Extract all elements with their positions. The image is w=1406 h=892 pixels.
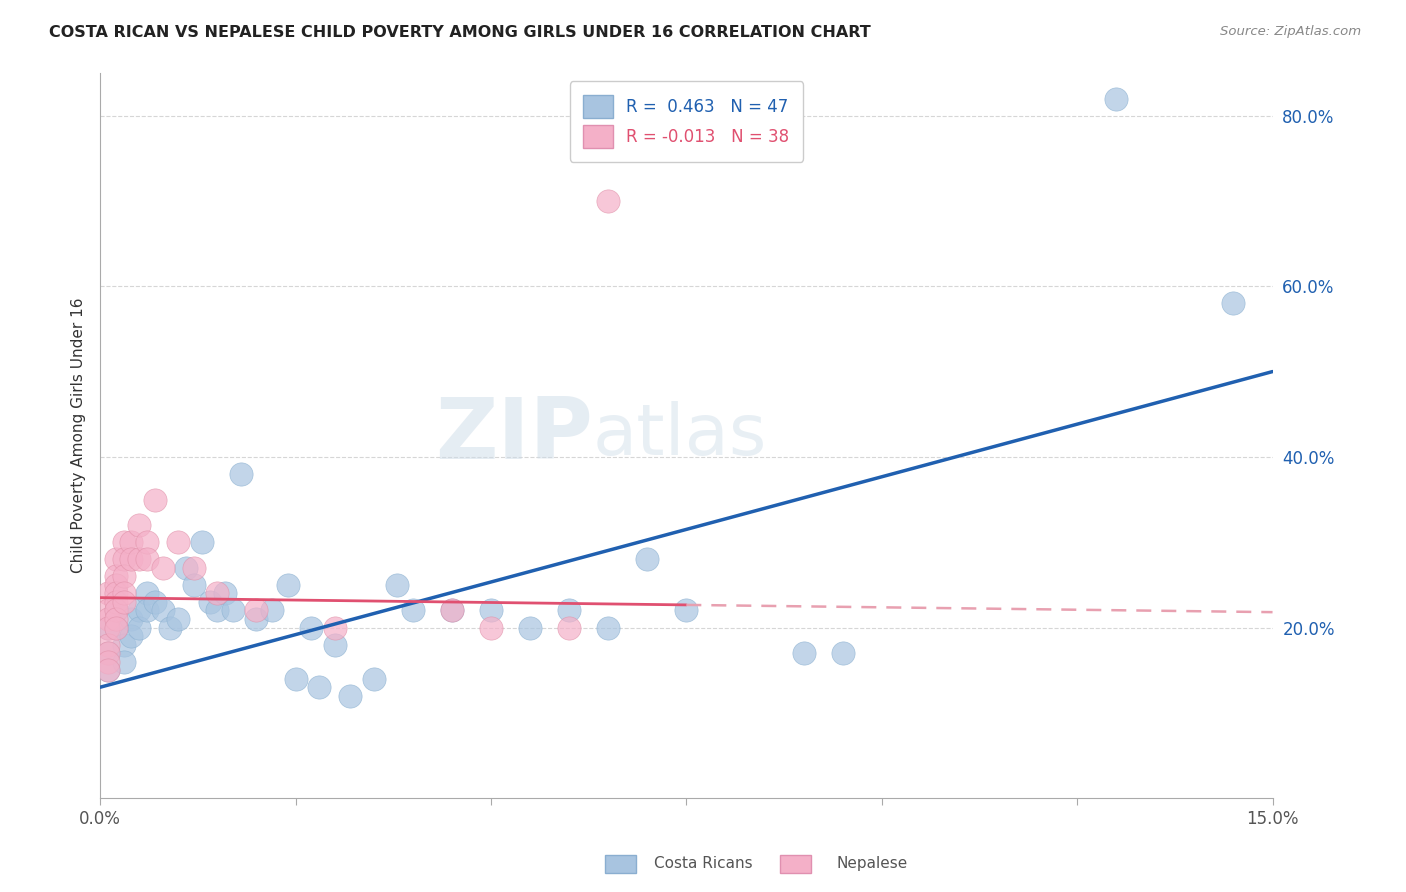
Point — [308, 680, 330, 694]
Text: Costa Ricans: Costa Ricans — [654, 856, 752, 871]
Point — [97, 663, 120, 677]
Point — [136, 535, 159, 549]
Point — [339, 689, 361, 703]
Point — [558, 603, 581, 617]
Point — [104, 620, 127, 634]
Point — [363, 672, 385, 686]
Point — [479, 603, 502, 617]
Point — [385, 578, 408, 592]
Point — [636, 552, 658, 566]
Point — [207, 586, 229, 600]
Point — [104, 620, 127, 634]
Point — [112, 552, 135, 566]
Point — [136, 603, 159, 617]
Point — [97, 638, 120, 652]
Point — [262, 603, 284, 617]
Point — [479, 620, 502, 634]
Point — [128, 620, 150, 634]
Point — [519, 620, 541, 634]
Point — [143, 595, 166, 609]
Point — [97, 620, 120, 634]
Point — [128, 552, 150, 566]
Point — [97, 655, 120, 669]
Point — [793, 646, 815, 660]
Point — [245, 603, 267, 617]
Point — [152, 603, 174, 617]
Point — [120, 535, 142, 549]
Point — [112, 655, 135, 669]
Point — [323, 638, 346, 652]
Text: Nepalese: Nepalese — [837, 856, 907, 871]
Text: Source: ZipAtlas.com: Source: ZipAtlas.com — [1220, 25, 1361, 38]
Point — [159, 620, 181, 634]
Point — [136, 586, 159, 600]
Point — [128, 603, 150, 617]
Point — [120, 629, 142, 643]
Point — [104, 552, 127, 566]
Point — [97, 603, 120, 617]
Point — [104, 586, 127, 600]
Point — [104, 603, 127, 617]
Point — [104, 569, 127, 583]
Point — [167, 612, 190, 626]
Point — [277, 578, 299, 592]
Y-axis label: Child Poverty Among Girls Under 16: Child Poverty Among Girls Under 16 — [72, 298, 86, 574]
Point — [402, 603, 425, 617]
Point — [112, 586, 135, 600]
Point — [112, 595, 135, 609]
Point — [183, 561, 205, 575]
Point — [112, 535, 135, 549]
Point — [136, 552, 159, 566]
Text: ZIP: ZIP — [434, 394, 592, 477]
Point — [198, 595, 221, 609]
Point — [558, 620, 581, 634]
Point — [120, 612, 142, 626]
Point — [104, 612, 127, 626]
Point — [245, 612, 267, 626]
Point — [104, 603, 127, 617]
Point — [97, 646, 120, 660]
Point — [174, 561, 197, 575]
Legend: R =  0.463   N = 47, R = -0.013   N = 38: R = 0.463 N = 47, R = -0.013 N = 38 — [569, 81, 803, 161]
Point — [1105, 92, 1128, 106]
Point — [120, 552, 142, 566]
Point — [143, 492, 166, 507]
Point — [214, 586, 236, 600]
Point — [299, 620, 322, 634]
Point — [104, 578, 127, 592]
Point — [207, 603, 229, 617]
Point — [323, 620, 346, 634]
Point — [128, 518, 150, 533]
Point — [831, 646, 853, 660]
Point — [112, 638, 135, 652]
Point — [598, 620, 620, 634]
Point — [675, 603, 697, 617]
Point — [97, 646, 120, 660]
Point — [229, 467, 252, 481]
Point — [104, 595, 127, 609]
Text: atlas: atlas — [592, 401, 766, 470]
Point — [97, 620, 120, 634]
Point — [598, 194, 620, 208]
Point — [440, 603, 463, 617]
Point — [167, 535, 190, 549]
Point — [97, 586, 120, 600]
Text: COSTA RICAN VS NEPALESE CHILD POVERTY AMONG GIRLS UNDER 16 CORRELATION CHART: COSTA RICAN VS NEPALESE CHILD POVERTY AM… — [49, 25, 870, 40]
Point — [183, 578, 205, 592]
Point — [97, 612, 120, 626]
Point — [1222, 296, 1244, 310]
Point — [97, 663, 120, 677]
Point — [440, 603, 463, 617]
Point — [190, 535, 212, 549]
Point — [222, 603, 245, 617]
Point — [152, 561, 174, 575]
Point — [112, 569, 135, 583]
Point — [284, 672, 307, 686]
